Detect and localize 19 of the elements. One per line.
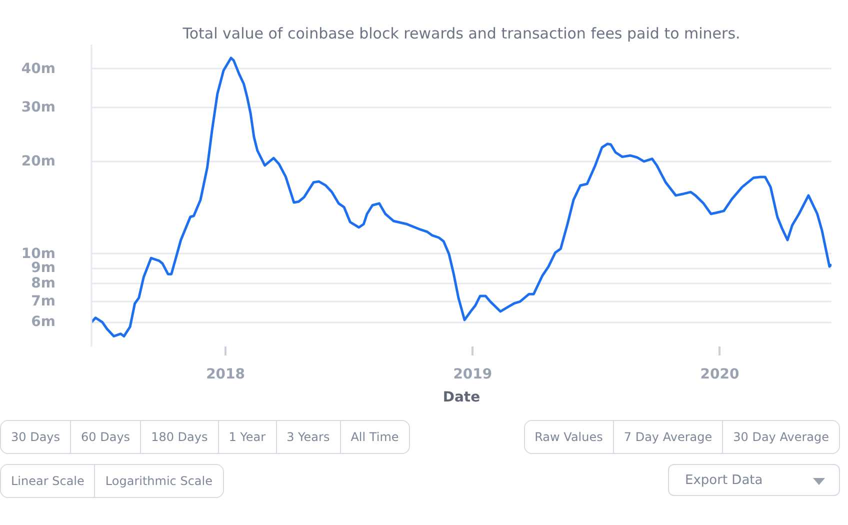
control-dropdown: Export Data bbox=[668, 464, 840, 496]
y-tick-label: 8m bbox=[31, 276, 56, 292]
y-tick-label: 7m bbox=[31, 294, 56, 310]
x-tick-label: 2020 bbox=[700, 366, 740, 382]
x-tick-label: 2018 bbox=[206, 366, 246, 382]
y-tick-label: 6m bbox=[31, 314, 56, 330]
line-series bbox=[92, 56, 832, 338]
y-tick-label: 30m bbox=[21, 99, 56, 116]
y-tick-label: 9m bbox=[31, 260, 56, 276]
x-axis-title: Date bbox=[442, 390, 480, 406]
y-tick-label: 20m bbox=[21, 153, 56, 170]
control-button: All Time bbox=[340, 421, 409, 453]
control-button: Linear Scale bbox=[1, 465, 94, 497]
control-button: Logarithmic Scale bbox=[94, 465, 222, 497]
control-button: 30 Day Average bbox=[722, 421, 839, 453]
y-tick-label: 10m bbox=[21, 246, 56, 262]
y-tick-label: 40m bbox=[21, 60, 56, 77]
chart-subtitle: Total value of coinbase block rewards and transaction fees paid to miners. bbox=[182, 24, 740, 42]
x-tick-label: 2019 bbox=[453, 366, 492, 382]
